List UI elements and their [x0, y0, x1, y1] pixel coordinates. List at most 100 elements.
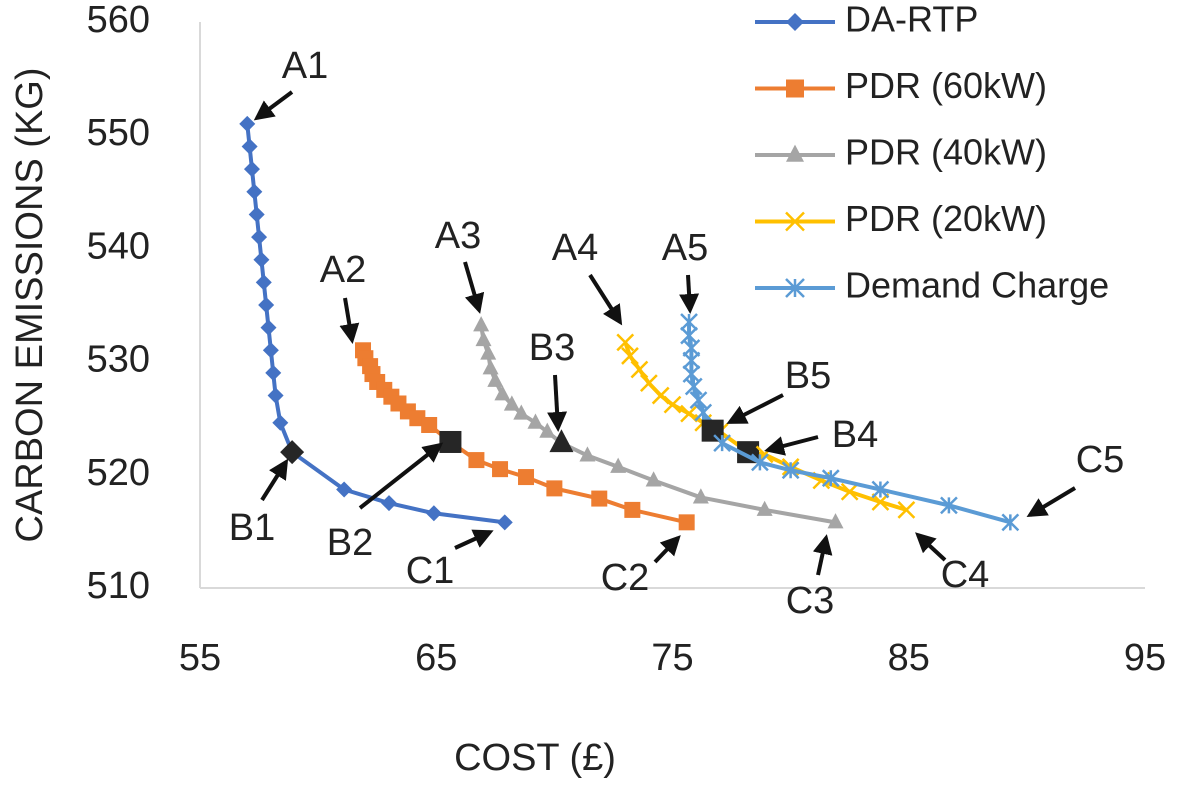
- y-tick-label: 540: [87, 225, 150, 267]
- annotation-label: B1: [229, 507, 275, 549]
- legend-label: Demand Charge: [845, 265, 1109, 306]
- annotation-label: B3: [529, 327, 575, 369]
- legend-marker: [786, 144, 804, 162]
- point-marker: [539, 422, 556, 438]
- annotation-label: C1: [406, 550, 455, 592]
- annotation-label: B4: [832, 414, 878, 456]
- highlight-marker: [280, 440, 305, 465]
- annotation-label: A4: [552, 227, 598, 269]
- point-marker: [645, 471, 662, 487]
- legend-marker: [785, 278, 805, 298]
- point-marker: [482, 359, 499, 375]
- annotation-label: A1: [282, 45, 328, 87]
- point-marker: [503, 395, 520, 411]
- y-tick-label: 510: [87, 565, 150, 607]
- point-marker: [621, 347, 639, 365]
- y-axis-title: CARBON EMISSIONS (KG): [9, 67, 51, 542]
- point-marker: [425, 505, 442, 522]
- point-marker: [246, 183, 263, 200]
- point-marker: [336, 481, 353, 498]
- annotation-label: C2: [601, 557, 650, 599]
- highlight-marker: [439, 430, 462, 453]
- annotation-arrow: [679, 274, 700, 314]
- point-marker: [262, 342, 279, 359]
- x-tick-label: 75: [651, 637, 693, 679]
- annotation-arrow: [358, 442, 444, 510]
- highlight-marker: [701, 419, 724, 442]
- annotation-label: C4: [941, 554, 990, 596]
- annotation-arrow: [764, 435, 819, 456]
- point-marker: [694, 403, 713, 422]
- point-marker: [684, 377, 703, 396]
- point-marker: [663, 395, 682, 414]
- point-marker: [260, 319, 277, 336]
- point-marker: [827, 513, 844, 529]
- point-marker: [421, 416, 438, 433]
- point-marker: [480, 344, 497, 360]
- point-marker: [546, 480, 563, 497]
- x-tick-label: 65: [415, 637, 457, 679]
- point-marker: [255, 274, 272, 291]
- point-marker: [840, 482, 859, 501]
- point-marker: [248, 206, 265, 223]
- y-tick-label: 560: [87, 0, 150, 41]
- annotation-arrow: [915, 532, 947, 562]
- annotation-arrow: [339, 297, 360, 344]
- point-marker: [781, 461, 800, 480]
- point-marker: [513, 404, 530, 420]
- point-marker: [579, 446, 596, 462]
- legend-marker: [786, 13, 804, 31]
- point-marker: [265, 364, 282, 381]
- series-line: [361, 349, 688, 525]
- point-marker: [610, 457, 627, 473]
- annotation-arrow: [812, 534, 833, 576]
- point-marker: [713, 434, 731, 452]
- point-marker: [680, 313, 698, 331]
- point-marker: [624, 501, 641, 518]
- point-marker: [253, 251, 270, 268]
- legend-label: PDR (40kW): [845, 132, 1047, 173]
- point-marker: [692, 488, 709, 504]
- y-tick-label: 520: [87, 452, 150, 494]
- legend-label: PDR (20kW): [845, 198, 1047, 239]
- y-tick-label: 550: [87, 112, 150, 154]
- y-tick-label: 530: [87, 339, 150, 381]
- point-marker: [651, 386, 670, 405]
- annotation-arrow: [454, 529, 494, 550]
- annotation-arrow: [260, 458, 289, 502]
- annotation-label: B5: [785, 355, 831, 397]
- point-marker: [680, 404, 698, 423]
- point-marker: [751, 453, 769, 472]
- point-marker: [258, 297, 275, 313]
- point-marker: [756, 500, 773, 516]
- annotation-arrow: [726, 393, 784, 424]
- point-marker: [682, 351, 701, 370]
- point-marker: [821, 469, 840, 488]
- point-marker: [616, 333, 635, 352]
- point-marker: [527, 413, 544, 429]
- x-tick-label: 95: [1124, 637, 1166, 679]
- point-marker: [591, 490, 608, 507]
- point-marker: [241, 138, 258, 155]
- annotation-label: A2: [320, 249, 366, 291]
- highlight-marker: [549, 429, 574, 453]
- x-tick-label: 55: [179, 637, 221, 679]
- point-marker: [251, 229, 268, 246]
- point-marker: [1001, 513, 1020, 532]
- annotation-arrow: [588, 273, 623, 326]
- legend-label: PDR (60kW): [845, 65, 1047, 106]
- annotation-arrow: [1026, 486, 1077, 518]
- annotation-label: A3: [435, 215, 481, 257]
- point-marker: [381, 495, 397, 512]
- point-marker: [940, 496, 958, 515]
- legend-marker: [785, 211, 805, 232]
- legend-label: DA-RTP: [845, 0, 978, 40]
- point-marker: [473, 316, 490, 332]
- point-marker: [678, 514, 695, 531]
- point-marker: [492, 461, 509, 478]
- annotation-arrow: [463, 261, 485, 314]
- point-marker: [243, 161, 260, 178]
- point-marker: [272, 414, 289, 431]
- point-marker: [468, 452, 485, 469]
